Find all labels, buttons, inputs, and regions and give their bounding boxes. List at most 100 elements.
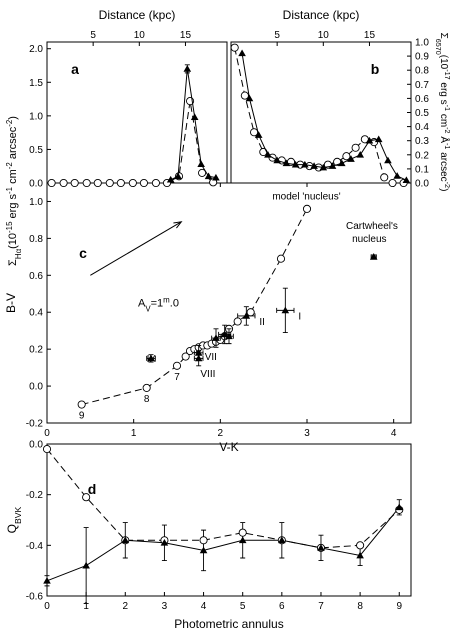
panel-a-ytick-label: 1.0 [29,111,43,122]
panel-c-ytick-label: 1.0 [29,197,43,208]
panel-b-ytick-label: 0.7 [415,80,429,91]
panel-c-annotation: VII [205,352,217,363]
panel-c-annotation: Cartwheel's [346,221,398,232]
panel-c-observed-point [194,349,203,356]
panel-a-circle-point [151,178,160,188]
panel-b-label: b [371,61,380,77]
panel-c-observed-point [212,334,220,341]
panel-c-model-point [142,383,151,392]
panel-a-circle-point [47,178,56,188]
panel-b-ylabel: Σ6570(10-17 erg s-1 cm-2 Å-1 arcsec-2) [435,33,450,192]
panel-c-ylabel: B-V [4,293,18,313]
panel-a-ytick-label: 2.0 [29,44,43,55]
panel-b-ytick-label: 0.2 [415,150,429,161]
panel-a-circle-point [128,178,137,188]
panel-c-model-point [172,361,182,370]
panel-d-triangle-point [160,539,169,546]
panel-b-top-xtick-label: 15 [364,30,376,41]
panel-d-frame [46,443,412,597]
panel-c-annotation: I [298,312,301,323]
panel-c-model-point [276,254,286,263]
panel-a-circle-point [59,178,68,188]
panel-d-triangle-point [238,536,247,544]
panel-c-label: c [79,245,87,261]
panel-d-xlabel: Photometric annulus [174,617,283,631]
panel-b-triangle-point [301,160,309,168]
panel-c-model-label: 9 [79,411,85,422]
panel-a-label: a [71,61,79,77]
panel-c-observed-point [242,312,251,319]
panel-c-ytick-label: 0.8 [29,234,43,245]
panel-d-open-line [46,448,400,549]
panel-d-circle-point [199,536,208,545]
panel-c-xlabel: V-K [219,440,238,454]
reddening-vector-label: AV=1m.0 [138,295,179,313]
panel-b-triangle-point [310,162,318,169]
panel-c-annotation: model 'nucleus' [272,192,340,203]
panel-d-circle-point [238,528,247,537]
panel-d-triangle-point [121,536,130,544]
panel-d-triangle-point [82,561,90,569]
panel-b-triangle-point [393,172,401,179]
panel-b-triangle-point [273,156,281,164]
panel-b-circle-point [240,91,249,100]
panel-c-xtick-label: 0 [44,428,50,439]
panel-a-ytick-label: 0.0 [29,179,43,190]
panel-a-ytick-label: 1.5 [29,78,43,89]
panel-a-circle-point [139,178,148,188]
panel-c-ytick-label: -0.2 [26,419,44,430]
panel-b-triangle-point [282,159,291,167]
panel-b-triangle-point [347,155,355,162]
panel-b-ytick-label: 0.0 [415,179,429,190]
panel-c-ytick-label: 0.2 [29,345,43,356]
panel-a-circle-point [105,178,114,188]
panel-b-circle-point [351,143,360,152]
panel-c-observed-point [225,332,233,340]
panel-b-ytick-label: 0.1 [415,164,429,175]
panel-c-observed-point [281,306,290,314]
panel-d-triangle-point [317,544,325,551]
panel-b-circle-point [388,178,397,188]
panel-a-circle-point [70,178,79,188]
panel-b-circle-point [342,152,351,161]
panel-c-xtick-label: 1 [131,428,137,439]
panel-d-ytick-label: -0.2 [26,490,44,501]
tick-marks [46,41,411,597]
panel-b-circle-point [250,128,259,137]
panel-d-xtick-label: 7 [318,601,324,612]
panel-c-observed-point [369,253,378,260]
panel-frames [46,41,412,597]
panel-c-xtick-label: 2 [218,428,224,439]
panel-b-frame [230,41,412,184]
panel-d-triangle-point [199,546,208,554]
panel-a-triangle-point [212,173,220,181]
panel-a-top-xtick-label: 15 [180,30,192,41]
panel-d-ytick-label: -0.4 [26,541,44,552]
panel-a-top-xlabel: Distance (kpc) [99,8,176,22]
panel-d-triangle-point [356,551,364,559]
panel-a-circle-point [116,178,125,188]
reddening-vector-arrowhead [173,221,183,229]
panel-b-ytick-label: 0.5 [415,108,429,119]
panel-b-circle-point [230,43,239,52]
panel-a-top-xtick-label: 10 [134,30,146,41]
panel-d-circle-point [42,445,52,454]
panel-b-triangle-point [291,160,300,168]
panel-b-top-xlabel: Distance (kpc) [283,8,360,22]
panel-a-top-xtick-label: 5 [90,30,96,41]
panel-b-triangle-point [384,156,392,164]
panel-b-triangle-point [402,176,411,184]
panel-d-triangle-line [46,507,400,582]
panel-b-triangle-point [356,151,365,158]
panel-d-xtick-label: 2 [122,601,128,612]
panel-c-annotation: II [259,317,265,328]
panel-b-triangle-point [328,162,337,169]
panel-c-model-label: 8 [144,394,150,405]
panel-c-ytick-label: 0.4 [29,308,43,319]
panel-a-triangle-point [190,113,199,121]
panel-b-triangle-point [254,131,263,138]
panel-d-xtick-label: 3 [162,601,168,612]
panel-a-circle-point [82,178,91,188]
panel-b-triangle-point [264,151,272,158]
